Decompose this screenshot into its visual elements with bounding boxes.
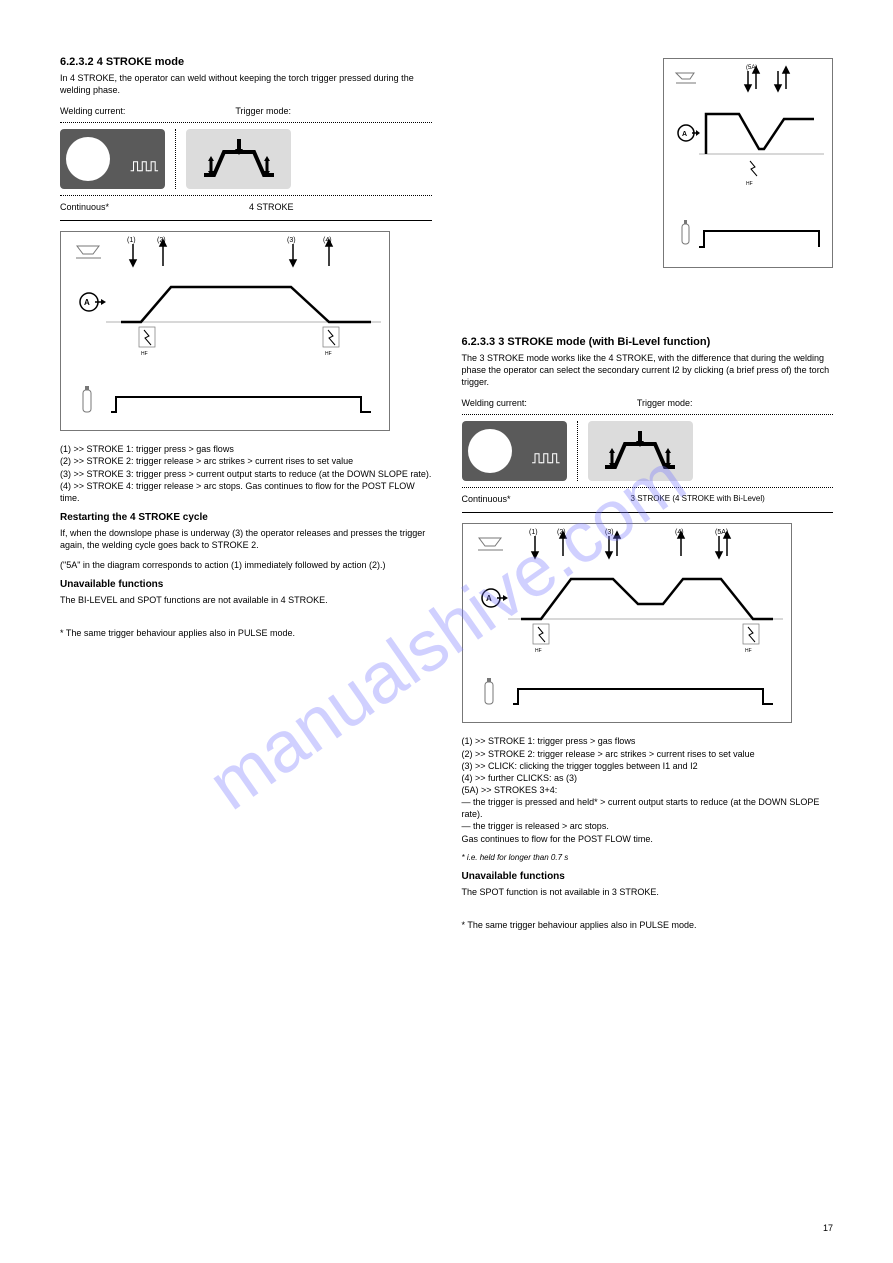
label-continuous: Continuous* — [60, 202, 109, 212]
note-restart: ("5A" in the diagram corresponds to acti… — [60, 559, 432, 571]
mode-row-3stroke: ⎍⎍⎍ — [462, 421, 834, 481]
heading-num: 6.2.3.3 — [462, 336, 496, 348]
footnote-left: * The same trigger behaviour applies als… — [60, 627, 432, 639]
svg-text:HF: HF — [745, 648, 752, 654]
svg-text:A: A — [682, 131, 687, 138]
footnote-right: * The same trigger behaviour applies als… — [462, 919, 834, 931]
label-welding-current: Welding current: — [60, 106, 125, 116]
svg-text:HF: HF — [746, 181, 753, 187]
diagram-4stroke-svg: (1) (2) (3) (4) A HF HF — [61, 232, 391, 432]
mode-row-4stroke: ⎍⎍⎍ — [60, 129, 432, 189]
svg-text:(4): (4) — [675, 529, 684, 536]
circle-icon — [66, 137, 110, 181]
desc-3stroke: The 3 STROKE mode works like the 4 STROK… — [462, 352, 834, 388]
svg-text:(5A): (5A) — [746, 65, 757, 71]
label-trigger-mode: Trigger mode: — [235, 106, 291, 116]
heading-text: 3 STROKE mode (with Bi-Level function) — [498, 336, 710, 348]
heading-text: 4 STROKE mode — [97, 56, 184, 68]
hold-note: * i.e. held for longer than 0.7 s — [462, 853, 834, 864]
trapezoid-3stroke-icon — [600, 429, 680, 473]
svg-text:(1): (1) — [529, 529, 538, 536]
mode-icon-3stroke — [588, 421, 693, 481]
desc-4stroke: In 4 STROKE, the operator can weld witho… — [60, 72, 432, 96]
svg-text:(4): (4) — [323, 237, 332, 244]
svg-text:(3): (3) — [605, 529, 614, 536]
label-4stroke: 4 STROKE — [249, 202, 294, 212]
desc-restart: If, when the downslope phase is underway… — [60, 527, 432, 551]
label-trigger-mode: Trigger mode: — [637, 398, 693, 408]
vertical-divider — [175, 129, 176, 189]
svg-text:(1): (1) — [127, 237, 136, 244]
circle-icon — [468, 429, 512, 473]
svg-text:(5A): (5A) — [715, 529, 728, 536]
svg-text:A: A — [84, 298, 90, 307]
mode-icon-4stroke — [186, 129, 291, 189]
label-continuous: Continuous* — [462, 494, 511, 504]
svg-text:HF: HF — [141, 351, 148, 357]
pulse-icon: ⎍⎍⎍ — [131, 158, 157, 175]
heading-num: 6.2.3.2 — [60, 56, 94, 68]
divider-dotted — [462, 487, 834, 488]
divider-solid — [60, 220, 432, 221]
svg-text:(2): (2) — [157, 237, 166, 244]
desc-unavailable-right: The SPOT function is not available in 3 … — [462, 886, 834, 898]
divider-dotted — [462, 414, 834, 415]
heading-unavailable-left: Unavailable functions — [60, 579, 432, 590]
svg-text:(3): (3) — [287, 237, 296, 244]
svg-text:(2): (2) — [557, 529, 566, 536]
divider-dotted — [60, 122, 432, 123]
mode-icon-continuous: ⎍⎍⎍ — [60, 129, 165, 189]
svg-text:A: A — [486, 594, 492, 603]
diagram-3stroke-svg: (1) (2) (3) (4) (5A) A HF HF — [463, 524, 793, 724]
desc-unavailable-left: The BI-LEVEL and SPOT functions are not … — [60, 594, 432, 606]
label-welding-current: Welding current: — [462, 398, 527, 408]
pulse-icon: ⎍⎍⎍ — [532, 450, 558, 467]
diagram-restart-svg: (5A) A HF — [664, 59, 834, 269]
trapezoid-4stroke-icon — [199, 137, 279, 181]
heading-unavailable-right: Unavailable functions — [462, 871, 834, 882]
heading-3stroke: 6.2.3.3 3 STROKE mode (with Bi-Level fun… — [462, 336, 834, 348]
svg-text:HF: HF — [535, 648, 542, 654]
mode-icon-continuous: ⎍⎍⎍ — [462, 421, 567, 481]
page-number: 17 — [823, 1223, 833, 1233]
heading-restart: Restarting the 4 STROKE cycle — [60, 512, 432, 523]
divider-solid — [462, 512, 834, 513]
diagram-3stroke: (1) (2) (3) (4) (5A) A HF HF — [462, 523, 792, 723]
svg-text:HF: HF — [325, 351, 332, 357]
steps-3stroke: (1) >> STROKE 1: trigger press > gas flo… — [462, 735, 834, 844]
steps-4stroke: (1) >> STROKE 1: trigger press > gas flo… — [60, 443, 432, 504]
heading-4stroke: 6.2.3.2 4 STROKE mode — [60, 56, 432, 68]
divider-dotted — [60, 195, 432, 196]
diagram-4stroke-restart: (5A) A HF — [663, 58, 833, 268]
right-column: (5A) A HF 6.2.3.3 3 STROKE mode (with Bi… — [462, 50, 834, 939]
left-column: 6.2.3.2 4 STROKE mode In 4 STROKE, the o… — [60, 50, 432, 939]
diagram-4stroke: (1) (2) (3) (4) A HF HF — [60, 231, 390, 431]
label-3stroke: 3 STROKE (4 STROKE with Bi-Level) — [631, 494, 765, 504]
vertical-divider — [577, 421, 578, 481]
